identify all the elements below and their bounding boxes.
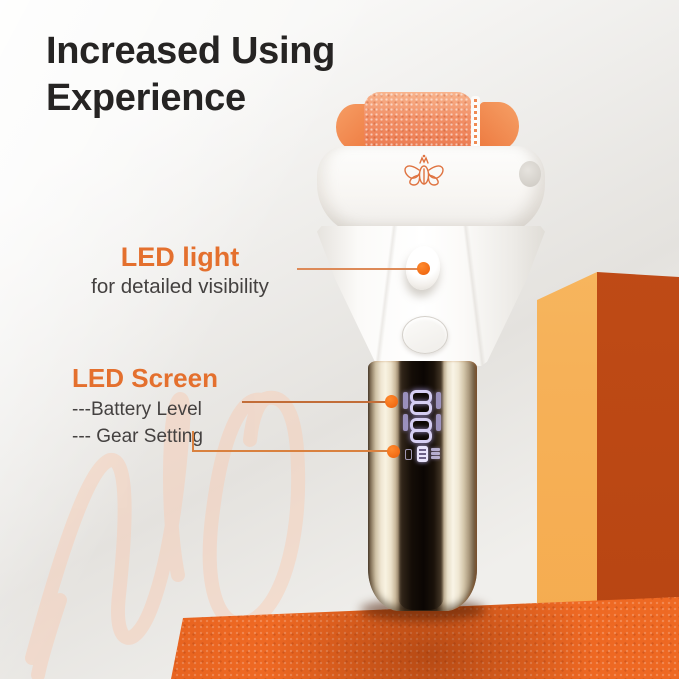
battery-icon xyxy=(417,446,428,462)
display-side-segment xyxy=(436,392,441,409)
page-title: Increased Using Experience xyxy=(46,28,335,121)
device-head xyxy=(317,146,545,234)
callout-line-battery xyxy=(242,401,386,403)
display-side-segment xyxy=(403,414,408,431)
callout-dot-led-light xyxy=(417,262,430,275)
battery-level-label: ---Battery Level xyxy=(72,399,202,420)
roller-head xyxy=(364,92,473,154)
callout-led-light: LED light for detailed visibility xyxy=(60,242,300,299)
title-line-2: Experience xyxy=(46,76,246,119)
power-button[interactable] xyxy=(402,316,448,354)
gear-setting-label: --- Gear Setting xyxy=(72,426,203,447)
led-screen-heading: LED Screen xyxy=(72,363,218,393)
callout-led-screen: LED Screen ---Battery Level --- Gear Set… xyxy=(72,363,218,448)
callout-line-gear xyxy=(192,450,389,452)
callout-line-led-light xyxy=(297,268,418,270)
head-side-latch xyxy=(519,161,541,187)
led-light-heading: LED light xyxy=(120,242,240,272)
title-line-1: Increased Using xyxy=(46,30,336,72)
display-side-segment xyxy=(403,392,408,409)
bee-logo-icon xyxy=(404,154,444,186)
callout-line-gear-vertical xyxy=(192,431,194,452)
display-digit-8-top xyxy=(410,390,432,415)
roller-ratchet-strip xyxy=(474,99,477,151)
gear-level-icon xyxy=(405,449,412,460)
led-light-subheading: for detailed visibility xyxy=(91,275,269,298)
display-digit-8-bottom xyxy=(410,418,432,443)
callout-dot-battery xyxy=(385,395,398,408)
callout-dot-gear xyxy=(387,445,400,458)
roller-right-cap xyxy=(479,102,519,150)
display-side-segment xyxy=(436,414,441,431)
